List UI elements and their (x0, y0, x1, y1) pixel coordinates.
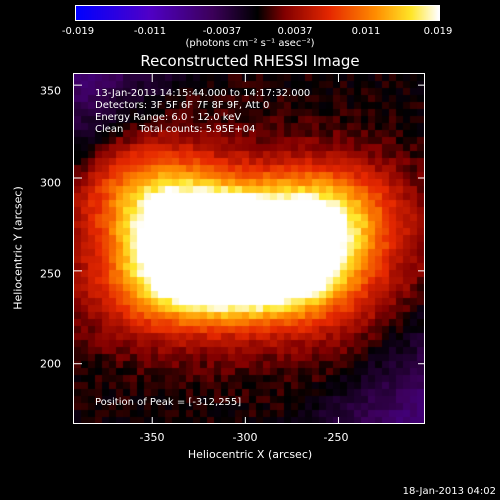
x-axis-label: Heliocentric X (arcsec) (187, 448, 313, 461)
y-tick-label: 250 (40, 267, 61, 281)
axis-ticks (74, 74, 424, 423)
info-time-range: 13-Jan-2013 14:15:44.000 to 14:17:32.000 (95, 88, 311, 99)
colorbar-tick: -0.0037 (202, 26, 242, 37)
x-tick-label: -300 (232, 431, 258, 444)
y-axis-label: Heliocentric Y (arcsec) (11, 186, 25, 310)
colorbar (75, 5, 440, 21)
info-energy-range: Energy Range: 6.0 - 12.0 keV (95, 112, 242, 123)
colorbar-unit: (photons cm⁻² s⁻¹ asec⁻²) (185, 38, 315, 49)
x-tick-label: -350 (139, 431, 165, 444)
heatmap-image (74, 74, 424, 423)
colorbar-tick: -0.011 (133, 26, 167, 37)
y-tick-label: 300 (40, 176, 61, 190)
y-tick-label: 200 (40, 357, 61, 371)
x-tick-label: -250 (323, 431, 349, 444)
heatmap-plot (73, 73, 425, 424)
y-tick-label: 350 (40, 84, 61, 98)
colorbar-tick: -0.019 (61, 26, 95, 37)
info-clean-counts: Clean Total counts: 5.95E+04 (95, 124, 256, 135)
colorbar-tick: 0.0037 (277, 26, 313, 37)
peak-position: Position of Peak = [-312,255] (95, 397, 242, 408)
colorbar-tick: 0.011 (351, 26, 381, 37)
plot-title: Reconstructed RHESSI Image (140, 52, 360, 70)
info-detectors: Detectors: 3F 5F 6F 7F 8F 9F, Att 0 (95, 100, 270, 111)
footer-timestamp: 18-Jan-2013 04:02 (402, 486, 496, 497)
colorbar-gradient (76, 6, 439, 20)
colorbar-tick: 0.019 (423, 26, 453, 37)
